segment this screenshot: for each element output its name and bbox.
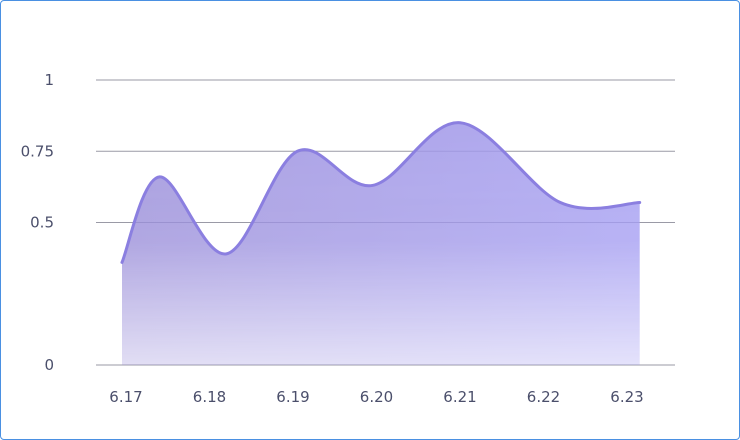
series-area — [122, 122, 640, 365]
y-tick-label: 1 — [44, 71, 54, 89]
series-line-group — [120, 121, 642, 264]
x-tick-label: 6.23 — [610, 388, 643, 406]
x-tick-label: 6.17 — [109, 388, 142, 406]
x-tick-label: 6.20 — [360, 388, 393, 406]
y-tick-label: 0.5 — [30, 214, 54, 232]
x-tick-label: 6.22 — [527, 388, 560, 406]
area-fill — [122, 122, 640, 365]
x-axis-tick-labels: 6.17 6.18 6.19 6.20 6.21 6.22 6.23 — [109, 388, 643, 406]
x-tick-label: 6.21 — [443, 388, 476, 406]
x-tick-label: 6.19 — [276, 388, 309, 406]
y-tick-label: 0.75 — [21, 142, 54, 160]
y-axis-tick-labels: 0 0.5 0.75 1 — [21, 71, 54, 374]
y-tick-label: 0 — [44, 356, 54, 374]
series-line — [120, 121, 642, 264]
x-tick-label: 6.18 — [193, 388, 226, 406]
